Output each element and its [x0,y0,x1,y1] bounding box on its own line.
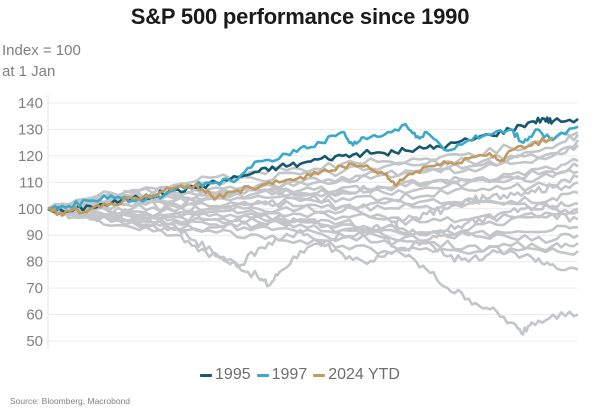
series-line-grey-13 [47,207,579,240]
series-line-grey-16 [47,204,579,244]
highlight-series-group [47,116,579,217]
y-tick-label-70: 70 [26,280,43,297]
series-line-grey-20 [47,162,579,211]
legend-swatch-1997 [256,373,269,377]
series-line-grey-15 [47,130,579,211]
y-tick-label-110: 110 [19,174,43,191]
legend-item-1995: 1995 [200,366,251,384]
y-tick-label-80: 80 [26,254,43,271]
y-tick-label-60: 60 [26,307,43,324]
series-line-grey-18 [47,144,579,210]
y-tick-label-90: 90 [26,227,43,244]
series-line-grey-19 [47,206,579,256]
series-line-grey-11 [47,190,579,222]
y-axis-unit-label: Index = 100 at 1 Jan [2,40,81,82]
series-line-grey-2 [47,201,579,269]
series-line-2024-ytd [47,136,554,217]
series-line-grey-10 [47,174,579,216]
y-tick-label-140: 140 [18,95,43,112]
chart-title: S&P 500 performance since 1990 [130,4,470,29]
legend-item-2024-ytd: 2024 YTD [313,366,400,384]
legend-label-1997: 1997 [271,366,308,383]
series-line-1997 [47,122,579,211]
y-axis-unit-line-2: at 1 Jan [2,63,56,80]
legend-swatch-2024-ytd [313,373,326,377]
legend-label-2024-ytd: 2024 YTD [328,366,400,383]
y-axis-ticks: 140 130 120 110 100 90 80 70 60 50 [18,95,43,350]
legend: 1995 1997 2024 YTD [0,366,600,384]
y-tick-label-50: 50 [26,333,43,350]
legend-swatch-1995 [200,373,213,377]
y-tick-label-130: 130 [18,121,43,138]
legend-item-1997: 1997 [256,366,308,384]
legend-label-1995: 1995 [215,366,251,383]
series-line-grey-14 [47,168,579,211]
y-tick-label-120: 120 [18,148,43,165]
y-axis-unit-line-1: Index = 100 [2,42,81,59]
series-line-grey-17 [47,196,579,221]
source-note: Source: Bloomberg, Macrobond [10,396,131,406]
background-series-group [47,130,580,336]
y-tick-label-100: 100 [18,201,43,218]
